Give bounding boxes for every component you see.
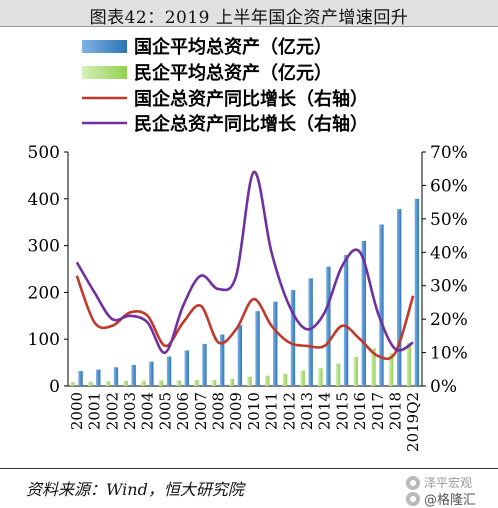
soe-asset-bar [414,198,420,386]
soe-asset-bar [396,209,402,386]
y-right-tick-label: 20% [430,310,468,330]
title-bar: 图表42：2019 上半年国企资产增速回升 [0,0,498,28]
watermark-line-1: 泽平宏观 [424,476,473,490]
wechat-icon [406,491,420,506]
legend-swatch-bar [82,40,127,53]
x-tick-label: 2016 [351,392,369,430]
pe-asset-bar [70,382,75,386]
x-tick-label: 2018 [386,392,404,430]
pe-asset-bar [194,379,199,386]
x-tick-label: 2008 [209,392,227,430]
x-tick-label: 2017 [369,392,387,430]
soe-asset-bar [219,334,225,386]
soe-asset-bar [273,301,278,386]
soe-asset-bar [78,371,83,386]
pe-asset-bar [247,376,252,386]
pe-asset-bar [229,378,235,386]
pe-asset-bar [158,380,164,386]
y-right-tick-label: 60% [430,176,468,196]
soe-asset-bar [131,364,136,386]
watermark-line-2: @格隆汇 [424,493,477,508]
pe-asset-bar [141,380,146,386]
soe-asset-bar [255,311,260,386]
pe-asset-bar [105,381,111,386]
legend-label: 国企总资产同比增长（右轴） [134,88,368,110]
x-tick-label: 2006 [174,392,192,430]
legend-label: 民企平均总资产（亿元） [134,62,332,84]
soe-asset-bar [361,240,366,386]
pe-asset-bar [353,356,358,386]
x-tick-label: 2002 [103,392,121,430]
soe-asset-bar [326,266,331,386]
wechat-icon [406,475,420,490]
pe-asset-bar [176,380,181,386]
x-tick-label: 2019Q2 [404,392,422,452]
soe-growth-line [75,275,415,361]
pe-asset-bar [335,363,341,386]
pe-asset-bar [388,353,394,386]
watermark: 泽平宏观 @格隆汇 [406,474,498,508]
x-tick-label: 2010 [245,392,263,430]
soe-asset-bar [96,369,101,386]
y-left-tick-label: 0 [49,377,60,397]
y-right-tick-label: 10% [430,344,468,364]
pe-asset-bar [282,373,288,386]
x-tick-label: 2000 [68,392,86,430]
x-tick-label: 2005 [156,392,174,430]
pe-growth-line [75,170,414,354]
y-left-tick-label: 500 [28,143,60,163]
y-left-tick-label: 300 [28,237,60,257]
soe-asset-bar [379,224,384,386]
pe-asset-bar [300,370,305,386]
chart: 国企平均总资产（亿元） 民企平均总资产（亿元） 国企总资产同比增长（右轴） 民企总资产… [28,36,468,452]
chart-title: 图表42：2019 上半年国企资产增速回升 [89,8,409,28]
pe-asset-bar [371,348,376,386]
legend-label: 民企总资产同比增长（右轴） [134,113,368,135]
pe-asset-bar [318,368,323,386]
legend-swatch-bar [82,66,127,79]
soe-asset-bar [149,361,154,386]
soe-asset-bar [166,356,172,386]
soe-asset-bar [184,350,189,386]
y-right-tick-label: 70% [430,143,468,163]
y-left-tick-label: 200 [28,283,60,303]
pe-asset-bar [211,379,217,386]
x-tick-label: 2011 [263,392,281,430]
legend-label: 国企平均总资产（亿元） [134,36,332,58]
y-right-tick-label: 0% [430,377,457,397]
soe-asset-bar [202,343,207,386]
y-left-tick-label: 400 [28,190,60,210]
source-note: 资料来源：Wind，恒大研究院 [26,480,244,499]
pe-asset-bar [265,375,270,386]
y-right-tick-label: 50% [430,210,468,230]
x-tick-label: 2012 [280,392,298,430]
soe-asset-bar [113,367,119,386]
x-tick-label: 2014 [316,392,334,430]
y-right-tick-label: 30% [430,277,468,297]
x-tick-label: 2004 [139,392,157,430]
soe-asset-bar [308,278,313,386]
x-tick-label: 2003 [121,392,139,430]
source-divider [0,468,498,469]
soe-asset-bar [237,325,243,386]
x-tick-label: 2015 [333,392,351,430]
x-tick-label: 2013 [298,392,316,430]
pe-asset-bar [88,381,93,386]
pe-asset-bar [123,380,128,386]
soe-asset-bar [343,254,349,386]
pe-asset-bar [406,342,412,386]
x-tick-label: 2001 [86,392,104,430]
y-right-tick-label: 40% [430,243,468,263]
y-left-tick-label: 100 [28,330,60,350]
x-tick-label: 2007 [192,392,210,430]
x-tick-label: 2009 [227,392,245,430]
soe-asset-bar [290,290,296,386]
